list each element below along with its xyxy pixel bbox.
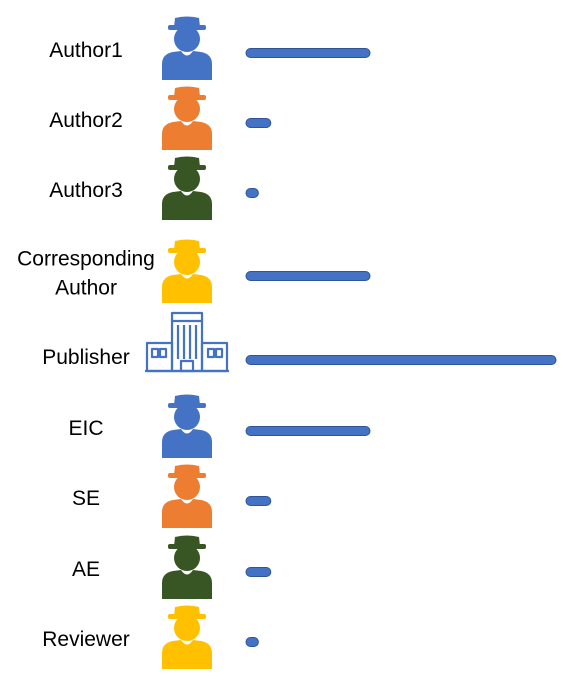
bar-author2 xyxy=(245,118,272,128)
bar-publisher xyxy=(245,355,557,365)
bar-eic xyxy=(245,426,371,436)
row-author1: Author1 xyxy=(49,16,371,80)
bar-se xyxy=(245,496,272,506)
role-label-line: EIC xyxy=(68,417,103,440)
person-icon xyxy=(162,86,212,150)
row-se: SE xyxy=(72,464,272,528)
row-corresponding-author: Corresponding Author xyxy=(17,239,371,303)
role-label-line: Publisher xyxy=(42,346,130,369)
role-label-ae: AE xyxy=(72,558,100,581)
person-icon xyxy=(162,394,212,458)
row-eic: EIC xyxy=(68,394,371,458)
role-label-line: Author xyxy=(55,277,117,300)
row-ae: AE xyxy=(72,535,272,599)
role-label-line: AE xyxy=(72,558,100,581)
role-label-line: Corresponding xyxy=(17,248,155,271)
role-label-corresponding-author: Corresponding Author xyxy=(17,248,155,300)
row-author3: Author3 xyxy=(49,156,259,220)
row-publisher: Publisher xyxy=(42,311,557,373)
role-label-author2: Author2 xyxy=(49,109,123,132)
role-label-publisher: Publisher xyxy=(42,346,130,369)
person-icon xyxy=(162,239,212,303)
role-label-eic: EIC xyxy=(68,417,103,440)
person-icon xyxy=(162,156,212,220)
role-label-se: SE xyxy=(72,487,100,510)
role-label-reviewer: Reviewer xyxy=(42,628,130,651)
person-icon xyxy=(162,16,212,80)
bar-author1 xyxy=(245,48,371,58)
bar-author3 xyxy=(245,188,259,198)
role-label-line: SE xyxy=(72,487,100,510)
role-label-line: Author3 xyxy=(49,179,123,202)
person-icon xyxy=(162,605,212,669)
role-label-author3: Author3 xyxy=(49,179,123,202)
role-label-author1: Author1 xyxy=(49,39,123,62)
role-label-line: Author1 xyxy=(49,39,123,62)
person-icon xyxy=(162,535,212,599)
bar-ae xyxy=(245,567,272,577)
bar-reviewer xyxy=(245,637,259,647)
row-reviewer: Reviewer xyxy=(42,605,259,669)
role-label-line: Author2 xyxy=(49,109,123,132)
building-icon xyxy=(145,311,229,373)
role-label-line: Reviewer xyxy=(42,628,130,651)
row-author2: Author2 xyxy=(49,86,272,150)
bar-corresponding-author xyxy=(245,271,371,281)
person-icon xyxy=(162,464,212,528)
